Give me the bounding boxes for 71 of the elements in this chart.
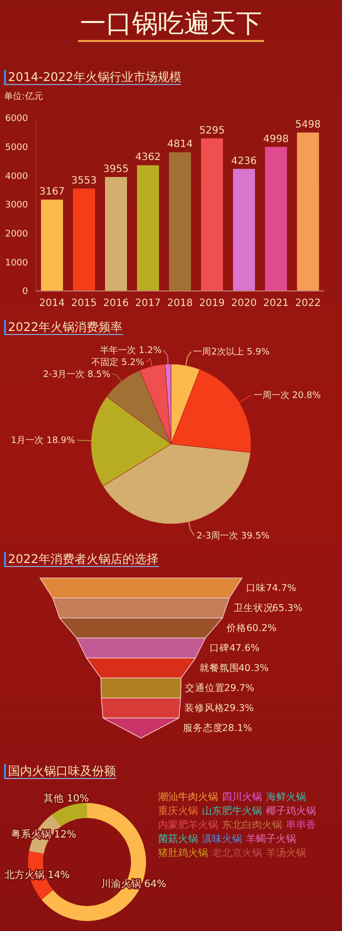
data-label: 74.7% bbox=[266, 583, 296, 594]
category-label: 东北白肉火锅 bbox=[222, 819, 282, 831]
text: 2022年消费者火锅店的选择 bbox=[4, 552, 159, 567]
category-label: 口味 bbox=[246, 582, 266, 594]
chart-title: 国内火锅口味及份额 bbox=[4, 764, 116, 779]
x-tick-label: 2022 bbox=[295, 298, 321, 310]
data-label: 40.3% bbox=[238, 663, 269, 674]
slice-label: 北方火锅 14% bbox=[4, 868, 70, 881]
data-label: 65.3% bbox=[272, 603, 302, 614]
category-label: 服务态度 bbox=[182, 722, 223, 734]
category-label: 口碑 bbox=[209, 642, 230, 654]
data-label: 47.6% bbox=[229, 643, 260, 654]
slice-label: 1月一次 18.9% bbox=[10, 435, 76, 446]
category-label: 串串香 bbox=[286, 819, 316, 831]
x-tick-label: 2015 bbox=[71, 298, 97, 310]
data-label: 5498 bbox=[295, 119, 321, 130]
x-tick-label: 2018 bbox=[167, 298, 193, 310]
text: 一口锅吃遍天下 bbox=[78, 8, 264, 42]
data-label: 4814 bbox=[167, 139, 193, 150]
data-label: 28.1% bbox=[222, 723, 252, 734]
slice-label: 不固定 5.2% bbox=[91, 357, 145, 368]
data-label: 3167 bbox=[39, 186, 65, 198]
data-label: 4362 bbox=[135, 152, 161, 164]
category-label: 老北京火锅 bbox=[212, 847, 262, 859]
category-label: 四川火锅 bbox=[222, 791, 262, 803]
x-tick-label: 2014 bbox=[39, 298, 65, 310]
category-label: 羊蝎子火锅 bbox=[246, 833, 296, 845]
category-label: 山东肥牛火锅 bbox=[202, 805, 262, 817]
category-label: 潮汕牛肉火锅 bbox=[158, 791, 218, 803]
data-label: 3553 bbox=[71, 176, 97, 187]
category-label: 卫生状况 bbox=[233, 602, 274, 614]
category-label: 重庆火锅 bbox=[158, 805, 198, 817]
category-label: 价格 bbox=[225, 622, 246, 634]
slice-label: 2-3月一次 8.5% bbox=[42, 369, 111, 380]
chart-title: 2014-2022年火锅行业市场规模 bbox=[4, 70, 182, 85]
x-tick-label: 2017 bbox=[135, 298, 161, 310]
category-label: 交通位置 bbox=[185, 682, 226, 694]
y-tick-label: 1000 bbox=[5, 258, 28, 268]
y-tick-label: 4000 bbox=[5, 172, 28, 182]
category-label: 菌菇火锅 bbox=[158, 833, 198, 845]
y-tick-label: 3000 bbox=[5, 200, 28, 211]
y-tick-label: 2000 bbox=[5, 230, 28, 240]
data-label: 29.3% bbox=[224, 703, 254, 714]
category-label: 装修风格 bbox=[184, 702, 225, 714]
data-label: 60.2% bbox=[246, 623, 277, 634]
slice-label: 半年一次 1.2% bbox=[100, 345, 162, 356]
category-label: 羊汤火锅 bbox=[266, 847, 306, 859]
y-tick-label: 6000 bbox=[5, 114, 28, 124]
category-label: 椰子鸡火锅 bbox=[266, 805, 316, 817]
slice-label: 一周2次以上 5.9% bbox=[193, 346, 270, 358]
slice-label: 其他 10% bbox=[44, 792, 89, 804]
y-axis-title: 单位:亿元 bbox=[4, 90, 44, 103]
chart-title: 2022年火锅消费频率 bbox=[4, 320, 123, 335]
x-tick-label: 2020 bbox=[231, 298, 257, 310]
data-label: 4236 bbox=[231, 156, 257, 167]
data-label: 4998 bbox=[263, 134, 289, 145]
category-label: 内蒙肥羊火锅 bbox=[158, 819, 218, 831]
data-label: 5295 bbox=[199, 125, 225, 136]
y-tick-label: 0 bbox=[22, 287, 28, 298]
x-tick-label: 2019 bbox=[199, 298, 225, 310]
category-label: 海鲜火锅 bbox=[266, 791, 306, 803]
category-label: 就餐氛围 bbox=[199, 662, 240, 674]
slice-label: 一周一次 20.8% bbox=[253, 390, 322, 402]
category-label: 滇味火锅 bbox=[202, 833, 242, 845]
x-tick-label: 2016 bbox=[103, 298, 129, 310]
slice-label: 2-3周一次 39.5% bbox=[196, 530, 270, 542]
data-label: 29.7% bbox=[224, 683, 254, 694]
y-tick-label: 5000 bbox=[5, 143, 28, 154]
category-label: 猪肚鸡火锅 bbox=[158, 847, 208, 859]
data-label: 3955 bbox=[103, 164, 129, 175]
x-tick-label: 2021 bbox=[263, 298, 289, 310]
